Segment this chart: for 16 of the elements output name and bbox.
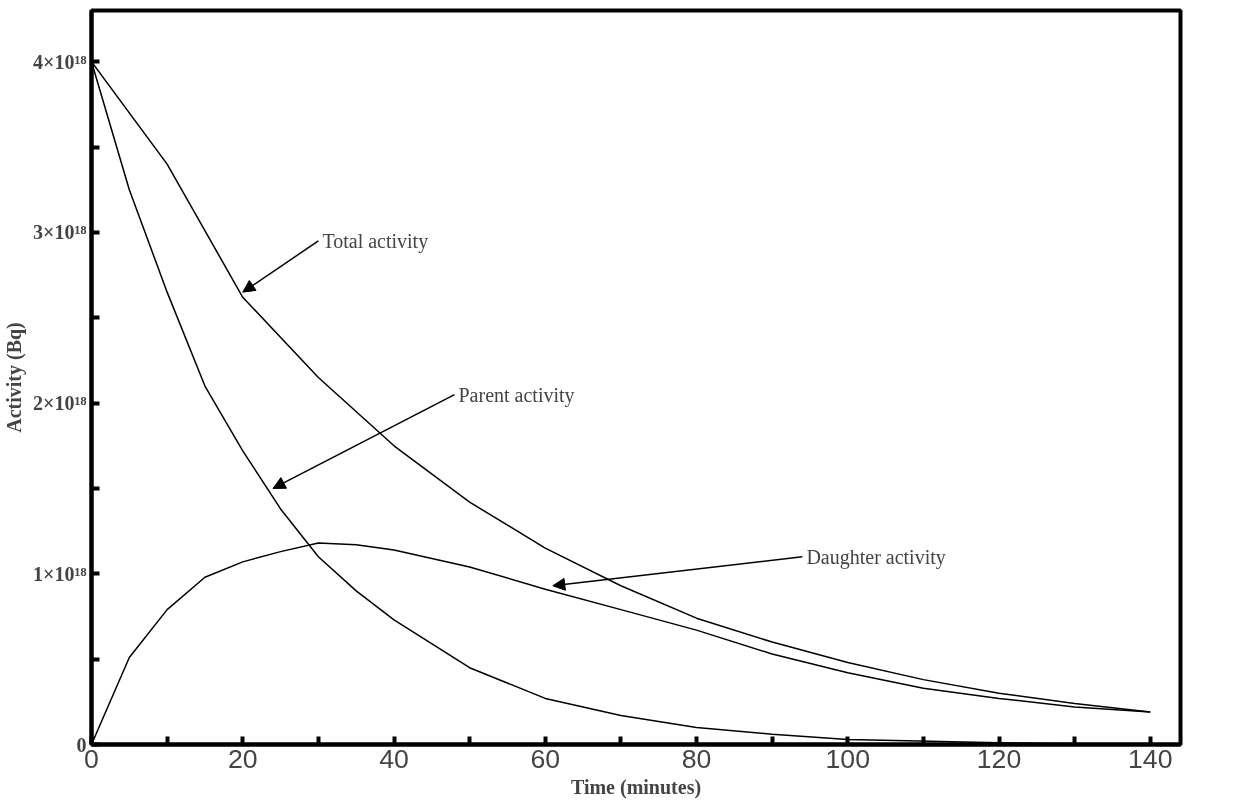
x-tick-label: 120: [976, 743, 1022, 774]
y-tick-label: 2×10¹⁸: [33, 392, 87, 415]
x-tick-label: 140: [1128, 743, 1173, 774]
x-tick-label: 100: [825, 743, 870, 774]
annotation: Daughter activity: [806, 545, 946, 569]
x-axis-title: Time (minutes): [570, 775, 702, 799]
y-tick-label: 1×10¹⁸: [33, 562, 87, 585]
x-tick-label: 20: [227, 743, 258, 774]
annotation: Total activity: [322, 229, 429, 253]
x-tick-label: 60: [530, 743, 561, 774]
x-tick-label: 80: [681, 743, 712, 774]
x-tick-label: 40: [379, 743, 409, 774]
annotation: Parent activity: [458, 383, 575, 407]
y-tick-label: 4×10¹⁸: [33, 50, 87, 73]
y-tick-label: 3×10¹⁸: [33, 221, 87, 244]
y-axis-title: Activity (Bq): [3, 322, 27, 433]
